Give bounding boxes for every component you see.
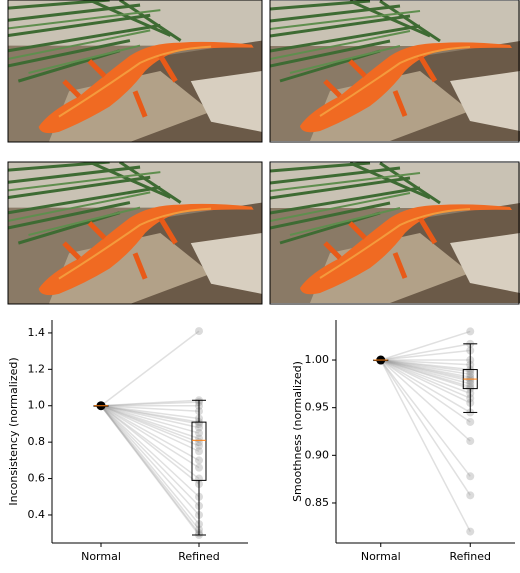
y-tick-label: 1.00 [305,353,330,366]
y-tick-label: 0.95 [305,401,330,414]
point [466,379,475,388]
pair-line [380,359,471,395]
pair-line [100,405,200,480]
point [466,472,475,481]
pair-line [100,405,200,469]
pair-line [100,405,200,516]
pair-line [100,405,200,462]
pair-line [100,404,200,420]
pair-line [380,359,471,373]
pair-line [380,359,471,423]
pair-line [100,405,200,507]
y-axis-label: Smoothness (normalized) [291,361,304,502]
photo-frame [7,0,263,143]
y-axis-label: Inconsistency (normalized) [7,357,20,505]
point [195,429,203,438]
pair-line [380,359,471,399]
pair-line [100,405,200,423]
pair-line [100,405,200,485]
y-tick-label: 0.85 [305,496,330,509]
pair-line [380,359,471,380]
pair-line [380,330,471,361]
point [466,327,475,336]
point [466,527,475,536]
photo [270,163,520,303]
point [195,456,203,465]
pair-line [100,404,200,412]
x-tick-label: Refined [449,550,491,563]
photo-frame [269,0,520,143]
x-tick-label: Normal [361,550,401,563]
box [191,421,207,481]
pair-line [100,405,200,429]
pair-line [100,401,200,407]
pair-line [380,359,471,390]
pair-line [380,359,471,404]
pair-line [380,359,471,371]
photo [8,162,262,304]
pair-line [100,405,200,447]
pair-line [100,405,200,440]
pair-line [380,359,471,366]
point [195,463,203,472]
y-tick-label: 1.0 [28,399,46,412]
pair-line [100,330,200,407]
pair-line [100,405,200,443]
pair-line [380,359,471,378]
photo-frame [7,161,263,305]
pair-line [380,359,471,376]
pair-line [100,405,200,425]
point [195,441,203,450]
pair-line [380,359,471,442]
photo-frame [269,161,520,305]
pair-line [100,405,200,452]
pair-line [380,343,471,361]
pair-line [100,405,200,498]
y-tick-label: 1.2 [28,362,46,375]
pair-line [100,405,200,525]
pair-line [380,349,471,361]
pair-line [380,359,471,385]
y-tick-label: 1.4 [28,326,46,339]
point [195,447,203,456]
point [466,491,475,500]
pair-line [380,359,471,496]
pair-line [380,359,471,414]
point [466,437,475,446]
pair-line [380,359,471,532]
point [466,370,475,379]
photo [8,0,262,142]
point [195,423,203,432]
pair-line [100,405,200,536]
y-tick-label: 0.6 [28,472,46,485]
x-tick-label: Refined [178,550,220,563]
y-tick-label: 0.4 [28,508,46,521]
x-tick-label: Normal [81,550,121,563]
y-tick-label: 0.8 [28,435,46,448]
pair-line [380,359,471,388]
pair-line [380,359,471,382]
pair-line [380,359,471,477]
point [195,327,203,336]
pair-line [100,405,200,534]
pair-line [100,399,200,407]
photo [270,1,520,141]
pair-line [100,405,200,434]
y-tick-label: 0.90 [305,448,330,461]
point [466,417,475,426]
pair-line [100,405,200,530]
